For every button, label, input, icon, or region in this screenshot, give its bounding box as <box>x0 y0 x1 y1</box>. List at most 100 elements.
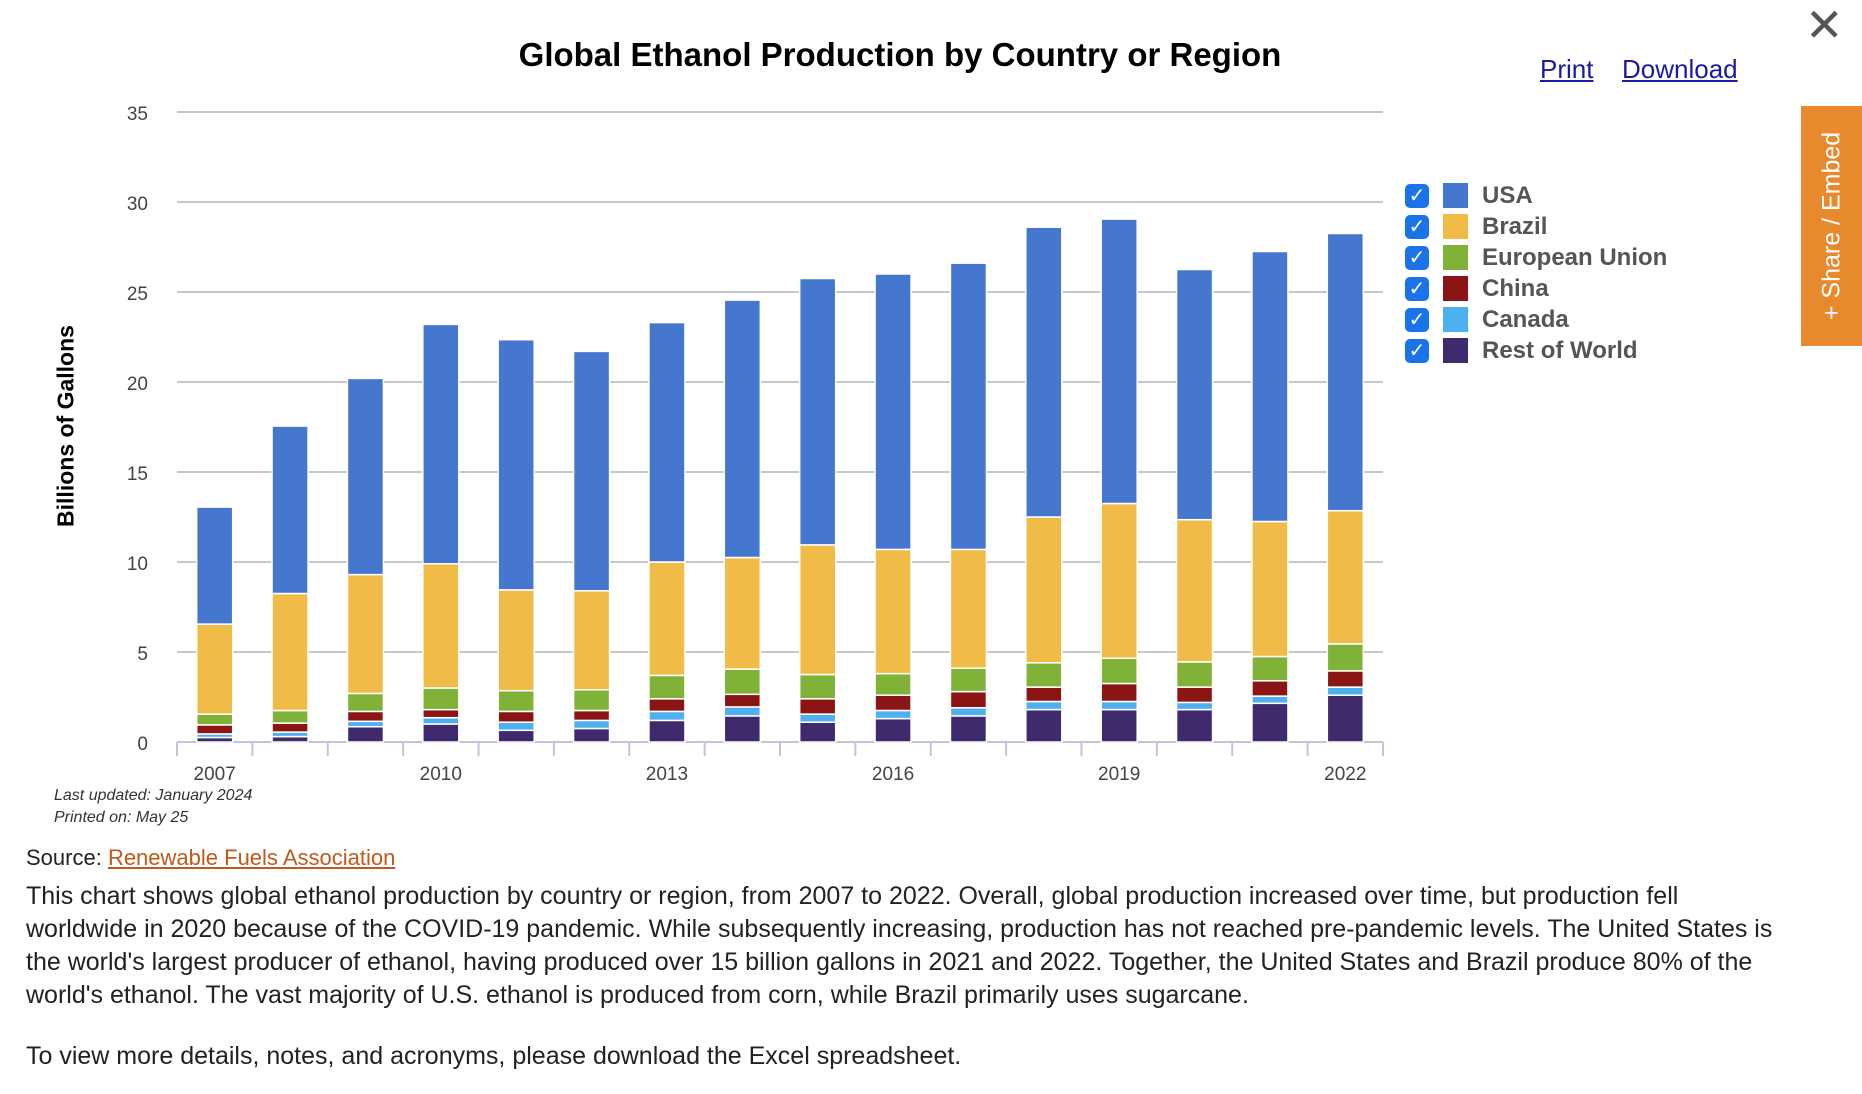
chart-title: Global Ethanol Production by Country or … <box>518 36 1282 73</box>
bar-segment <box>422 708 460 719</box>
bar-segment <box>798 713 837 723</box>
legend-checkbox[interactable]: ✓ <box>1405 276 1429 301</box>
chart-description: This chart shows global ethanol producti… <box>26 882 1773 1009</box>
bar-segment <box>497 721 535 732</box>
bar-segment <box>798 673 837 700</box>
legend-item[interactable]: ✓ Brazil <box>1405 211 1667 242</box>
legend-item[interactable]: ✓ Canada <box>1405 304 1667 335</box>
y-tick-label: 0 <box>137 734 148 755</box>
bar-segment <box>346 692 385 713</box>
bar-segment <box>271 592 309 712</box>
legend-item[interactable]: ✓ European Union <box>1405 242 1667 273</box>
bar-segment <box>949 690 988 709</box>
bar-segment <box>874 548 912 675</box>
bar-segment <box>798 698 837 715</box>
legend-checkbox[interactable]: ✓ <box>1405 183 1429 208</box>
legend-item[interactable]: ✓ USA <box>1405 180 1667 211</box>
bar-segment <box>874 273 912 551</box>
legend-swatch <box>1443 245 1468 270</box>
bar-segment <box>1175 268 1214 521</box>
bar-segment <box>422 687 460 711</box>
source-link[interactable]: Renewable Fuels Association <box>107 845 396 870</box>
source-label: Source: <box>26 845 108 870</box>
printed-on: Printed on: May 25 <box>54 809 189 826</box>
bar-segment <box>1025 708 1063 743</box>
legend-label: Canada <box>1482 305 1569 333</box>
bar-segment <box>874 672 912 696</box>
bar-segment <box>195 724 234 735</box>
share-embed-button[interactable]: + Share / Embed <box>1801 106 1862 346</box>
bar-segment <box>723 715 762 743</box>
bar-segment <box>572 719 611 730</box>
bar-segment <box>798 544 837 676</box>
bar-segment <box>1175 708 1214 743</box>
bar-segment <box>346 377 385 576</box>
bar-segment <box>195 506 234 625</box>
x-tick-label: 2022 <box>1324 764 1366 785</box>
legend-swatch <box>1443 214 1468 239</box>
print-link[interactable]: Print <box>1540 54 1594 84</box>
bar-segment <box>572 590 611 691</box>
bar-segment <box>874 717 912 743</box>
bar-segment <box>271 722 309 733</box>
bar-segment <box>798 277 837 546</box>
bar-segment <box>271 709 309 724</box>
bar-segment <box>648 698 686 713</box>
legend-checkbox[interactable]: ✓ <box>1405 245 1429 270</box>
bar-segment <box>874 709 912 720</box>
y-tick-label: 10 <box>127 554 148 575</box>
bar-segment <box>723 693 762 708</box>
bar-segment <box>723 556 762 670</box>
bar-segment <box>1326 643 1365 672</box>
download-note: To view more details, notes, and acronym… <box>26 1042 962 1070</box>
bar-segment <box>1326 686 1365 696</box>
bar-segment <box>1100 502 1138 660</box>
bar-segment <box>497 729 535 743</box>
bar-segment <box>1025 516 1063 664</box>
bar-segment <box>1025 226 1063 518</box>
bar-segment <box>497 710 535 723</box>
bar-segment <box>271 425 309 595</box>
bar-segment <box>346 725 385 743</box>
x-tick-label: 2007 <box>194 764 236 785</box>
legend-checkbox[interactable]: ✓ <box>1405 338 1429 363</box>
bar-segment <box>572 350 611 592</box>
bar-segment <box>1100 682 1138 703</box>
bar-segment <box>1025 686 1063 703</box>
bar-segment <box>1251 695 1289 705</box>
bar-segment <box>271 735 309 743</box>
legend-label: Brazil <box>1482 212 1548 240</box>
bar-segment <box>572 689 611 712</box>
close-icon[interactable]: ✕ <box>1805 0 1844 51</box>
x-tick-label: 2010 <box>420 764 462 785</box>
bar-segment <box>648 710 686 722</box>
bar-segment <box>1175 518 1214 663</box>
x-tick-label: 2019 <box>1098 764 1140 785</box>
bar-segment <box>949 667 988 693</box>
bar-segment <box>1251 655 1289 682</box>
download-link[interactable]: Download <box>1622 54 1738 84</box>
bar-segment <box>1025 700 1063 711</box>
bar-segment <box>497 338 535 591</box>
bar-segment <box>1326 232 1365 512</box>
bar-segment <box>949 262 988 551</box>
legend-checkbox[interactable]: ✓ <box>1405 307 1429 332</box>
legend-label: China <box>1482 274 1549 302</box>
legend-checkbox[interactable]: ✓ <box>1405 214 1429 239</box>
bar-segment <box>648 719 686 743</box>
bar-segment <box>1100 708 1138 743</box>
legend-item[interactable]: ✓ Rest of World <box>1405 335 1667 366</box>
chart-area: 0 5 10 15 20 25 30 35 2007 2010 2013 2016 2019 2022 <box>127 104 1384 785</box>
last-updated: Last updated: January 2024 <box>54 787 253 804</box>
y-tick-label: 5 <box>137 644 148 665</box>
share-embed-label: + Share / Embed <box>1817 131 1845 321</box>
bar-segment <box>422 323 460 565</box>
y-axis-label: Billions of Gallons <box>52 325 79 527</box>
bar-segment <box>1326 694 1365 743</box>
bar-segment <box>723 299 762 559</box>
bar-segment <box>1100 657 1138 685</box>
legend-swatch <box>1443 338 1468 363</box>
legend-label: USA <box>1482 181 1533 209</box>
bar-segment <box>497 589 535 692</box>
legend-item[interactable]: ✓ China <box>1405 273 1667 304</box>
